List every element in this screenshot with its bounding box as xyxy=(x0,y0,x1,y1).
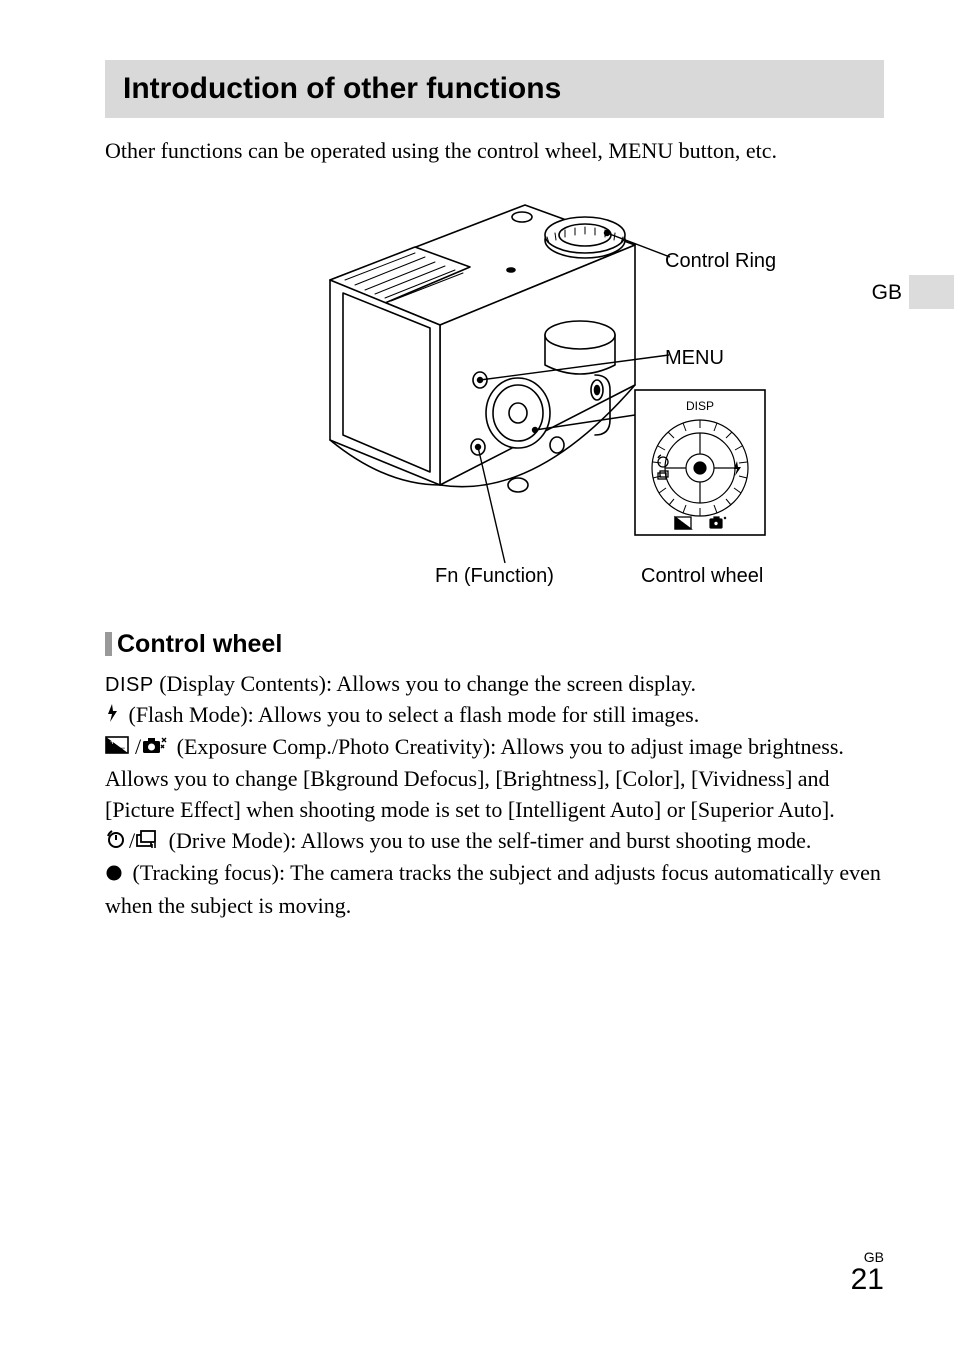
page-title: Introduction of other functions xyxy=(123,72,866,106)
side-tab xyxy=(909,275,954,309)
callout-control-ring: Control Ring xyxy=(665,250,776,273)
section-heading-text: Control wheel xyxy=(117,630,282,659)
section-body: DISP (Display Contents): Allows you to c… xyxy=(105,669,884,922)
callout-control-wheel: Control wheel xyxy=(641,565,763,588)
svg-text:−: − xyxy=(120,743,125,753)
self-timer-icon xyxy=(105,827,125,858)
page-number: 21 xyxy=(851,1263,884,1296)
heading-bar-icon xyxy=(105,632,112,656)
title-bar: Introduction of other functions xyxy=(105,60,884,118)
page-footer: GB 21 xyxy=(851,1249,884,1295)
intro-paragraph: Other functions can be operated using th… xyxy=(105,136,884,167)
tracking-focus-icon xyxy=(105,860,123,891)
drive-text: (Drive Mode): Allows you to use the self… xyxy=(163,828,811,853)
photo-creativity-icon xyxy=(141,733,167,764)
callout-fn: Fn (Function) xyxy=(435,565,554,588)
section-heading: Control wheel xyxy=(105,630,884,659)
burst-icon xyxy=(135,827,159,858)
camera-diagram: DISP xyxy=(105,185,884,600)
item-tracking: (Tracking focus): The camera tracks the … xyxy=(105,858,884,921)
exposure-text: (Exposure Comp./Photo Creativity): Allow… xyxy=(105,734,844,822)
tracking-text: (Tracking focus): The camera tracks the … xyxy=(105,860,881,917)
flash-icon xyxy=(105,701,119,732)
disp-label: DISP xyxy=(105,674,154,696)
flash-text: (Flash Mode): Allows you to select a fla… xyxy=(123,702,699,727)
item-flash: (Flash Mode): Allows you to select a fla… xyxy=(105,700,884,732)
svg-text:+: + xyxy=(110,737,115,747)
item-drive: / (Drive Mode): Allows you to use the se… xyxy=(105,826,884,858)
exposure-comp-icon: + − xyxy=(105,733,131,764)
item-exposure: + − / (Exposure Comp./Photo Creativity):… xyxy=(105,732,884,826)
svg-text:+: + xyxy=(680,516,684,524)
svg-text:DISP: DISP xyxy=(685,399,713,413)
callout-menu: MENU xyxy=(665,347,724,370)
disp-text: (Display Contents): Allows you to change… xyxy=(154,671,696,696)
item-disp: DISP (Display Contents): Allows you to c… xyxy=(105,669,884,700)
camera-svg: DISP xyxy=(215,185,775,595)
